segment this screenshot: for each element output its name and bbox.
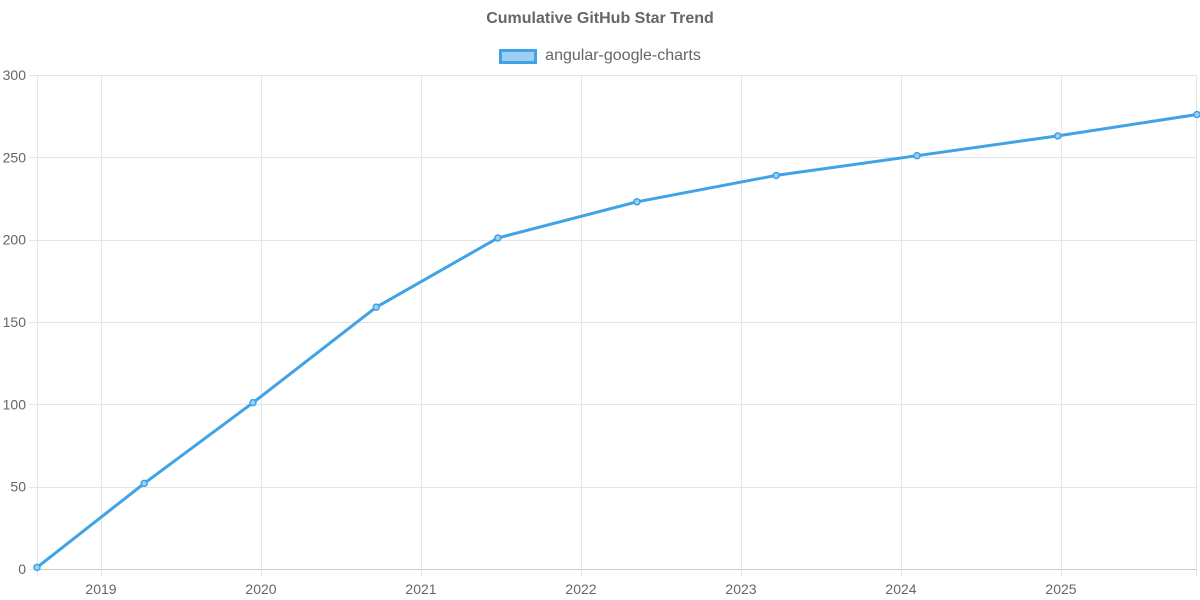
y-tick-label: 250 bbox=[3, 149, 27, 165]
x-tick-label: 2024 bbox=[885, 581, 916, 597]
data-point[interactable] bbox=[633, 198, 641, 206]
data-point[interactable] bbox=[1054, 132, 1062, 140]
legend-swatch bbox=[499, 48, 538, 64]
x-tick-label: 2020 bbox=[245, 581, 276, 597]
x-tick-label: 2025 bbox=[1045, 581, 1076, 597]
y-tick-label: 0 bbox=[18, 561, 26, 577]
data-point[interactable] bbox=[494, 234, 502, 242]
grid-layer bbox=[29, 75, 1197, 577]
y-tick-label: 200 bbox=[3, 232, 27, 248]
data-point[interactable] bbox=[913, 151, 921, 160]
data-point[interactable] bbox=[249, 398, 257, 407]
x-tick-label: 2021 bbox=[405, 581, 436, 597]
legend-label: angular-google-charts bbox=[545, 47, 701, 64]
y-tick-label: 100 bbox=[3, 396, 27, 412]
data-point[interactable] bbox=[140, 479, 148, 488]
axis-layer: 0 50 100 150 200 250 300 2019 2020 2021 2022 2023 20… bbox=[3, 67, 1077, 597]
data-point[interactable] bbox=[772, 171, 780, 180]
x-tick-label: 2019 bbox=[85, 581, 116, 597]
y-tick-label: 150 bbox=[3, 314, 27, 330]
data-point[interactable] bbox=[372, 303, 380, 311]
x-tick-label: 2023 bbox=[725, 581, 756, 597]
y-tick-label: 300 bbox=[3, 67, 27, 83]
series-line bbox=[35, 113, 1199, 569]
data-point[interactable] bbox=[33, 563, 41, 572]
y-tick-label: 50 bbox=[10, 479, 26, 495]
legend[interactable]: angular-google-charts bbox=[0, 47, 1200, 65]
x-tick-label: 2022 bbox=[565, 581, 596, 597]
chart-title: Cumulative GitHub Star Trend bbox=[486, 10, 714, 27]
data-point[interactable] bbox=[1193, 110, 1200, 119]
series-layer bbox=[33, 110, 1200, 572]
